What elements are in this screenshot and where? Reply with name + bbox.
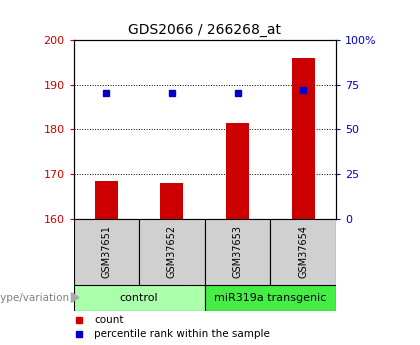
- Bar: [205, 219, 270, 285]
- Bar: [292, 58, 315, 219]
- Text: control: control: [120, 293, 158, 303]
- Text: miR319a transgenic: miR319a transgenic: [214, 293, 327, 303]
- Bar: [270, 219, 336, 285]
- Bar: [160, 183, 184, 219]
- Text: GSM37654: GSM37654: [298, 225, 308, 278]
- Text: GSM37652: GSM37652: [167, 225, 177, 278]
- Text: GSM37651: GSM37651: [101, 225, 111, 278]
- Text: genotype/variation: genotype/variation: [0, 293, 69, 303]
- Bar: [226, 123, 249, 219]
- Bar: [139, 219, 205, 285]
- Text: percentile rank within the sample: percentile rank within the sample: [94, 329, 270, 339]
- Bar: [205, 285, 336, 310]
- Bar: [74, 285, 205, 310]
- Title: GDS2066 / 266268_at: GDS2066 / 266268_at: [128, 23, 281, 37]
- Text: GSM37653: GSM37653: [233, 225, 243, 278]
- Bar: [74, 219, 139, 285]
- Text: count: count: [94, 315, 124, 325]
- Bar: [95, 181, 118, 219]
